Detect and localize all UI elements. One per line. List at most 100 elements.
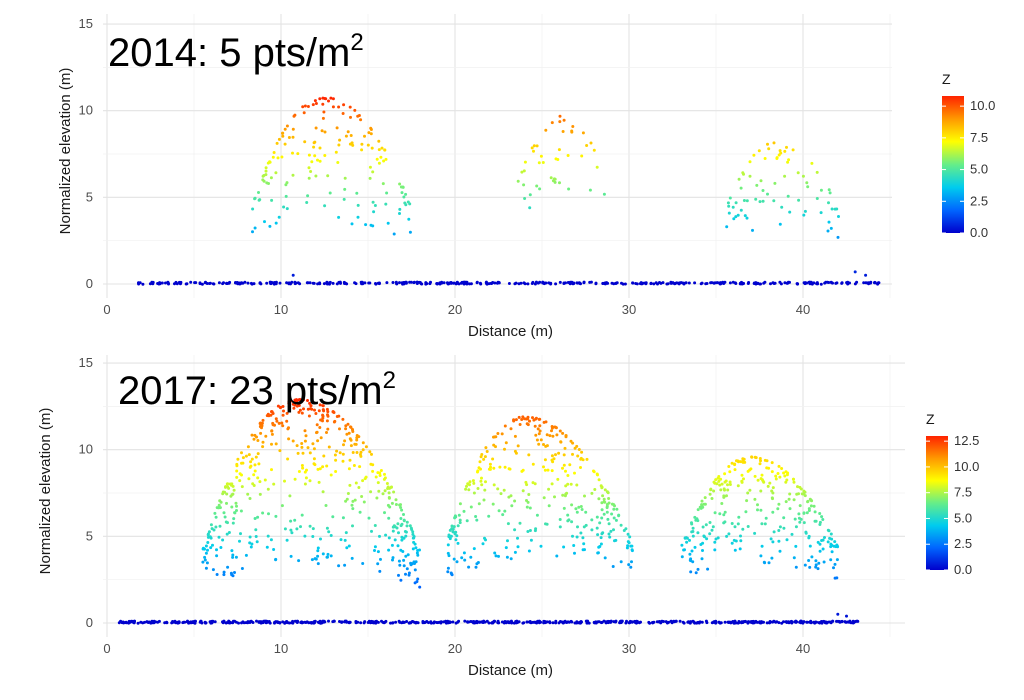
crown-point [829,558,833,562]
crown-point [617,514,621,518]
crown-point [454,530,458,534]
crown-point [776,507,780,511]
ground-point [212,282,216,286]
crown-point [727,532,731,536]
crown-point [295,404,299,408]
ground-point [278,281,282,285]
crown-point [319,418,323,422]
crown-point [284,194,288,198]
crown-point [746,525,750,528]
crown-point [279,405,283,409]
crown-point [801,174,805,178]
crown-point [703,535,706,539]
crown-point [770,470,774,474]
crown-point [535,184,539,188]
crown-point [249,460,253,464]
crown-point [323,154,327,157]
crown-point [265,181,269,185]
crown-point [391,556,395,560]
crown-point [343,563,347,567]
crown-point [562,118,566,122]
crown-point [759,508,763,512]
crown-point [794,565,798,569]
crown-point [287,136,291,139]
crown-point [302,398,305,402]
ground-point [710,281,714,285]
crown-point [318,146,322,150]
ground-point [777,621,781,625]
crown-point [836,545,840,549]
crown-point [310,160,314,164]
ground-point [421,620,425,623]
crown-point [615,507,619,511]
crown-point [397,559,401,563]
crown-point [600,486,604,490]
ground-point [507,282,511,285]
crown-point [806,185,810,189]
ground-point [124,620,128,624]
ground-point [439,621,443,624]
crown-point [725,494,728,498]
ground-point [510,621,513,624]
crown-point [347,467,351,471]
crown-point [368,165,372,169]
ground-point [222,620,226,624]
y-tick-label: 10 [79,442,93,457]
crown-point [716,476,720,480]
crown-point [313,154,317,158]
crown-point [462,551,466,555]
ground-point [692,620,696,624]
crown-point [413,568,417,572]
ground-point [712,281,716,285]
crown-point [487,514,491,518]
crown-point [782,526,786,530]
crown-point [236,457,240,461]
crown-point [530,146,534,150]
crown-point [405,567,409,571]
crown-point [329,534,333,537]
crown-point [608,535,612,539]
crown-point [376,562,380,566]
crown-point [549,176,553,180]
crown-point [733,548,737,552]
ground-point [805,620,809,624]
crown-point [394,503,398,506]
crown-point [329,96,333,100]
crown-point [452,525,456,529]
crown-point [387,516,391,520]
crown-point [759,477,763,481]
crown-point [483,455,487,459]
crown-point [728,480,732,484]
crown-point [513,528,517,532]
crown-point [270,442,273,446]
crown-point [312,462,316,466]
crown-point [338,451,342,455]
crown-point [498,465,502,469]
crown-point [343,538,347,542]
crown-point [257,198,261,202]
crown-point [607,522,611,526]
ground-point [620,281,623,285]
crown-point [826,540,830,544]
crown-point [392,524,396,528]
crown-point [337,105,341,109]
ground-point [588,280,592,284]
ground-point [185,620,189,624]
ground-point [570,280,574,284]
crown-point [356,203,360,207]
ground-point [273,621,276,625]
crown-point [396,544,400,548]
crown-point [316,546,320,550]
crown-point [313,557,317,561]
crown-point [570,503,574,507]
crown-point [326,552,330,556]
crown-point [492,466,496,470]
ground-point [436,621,440,625]
crown-point [601,494,605,498]
crown-point [258,492,262,496]
crown-point [527,549,531,553]
crown-point [384,157,388,161]
crown-point [294,398,298,402]
crown-point [491,502,495,506]
